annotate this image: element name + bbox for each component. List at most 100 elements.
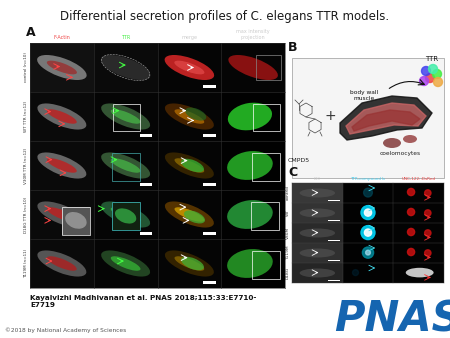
Text: coelomocytes: coelomocytes <box>379 151 421 156</box>
Bar <box>221 92 285 141</box>
Text: WT TTR (n=12): WT TTR (n=12) <box>24 101 28 132</box>
Bar <box>94 239 158 288</box>
Circle shape <box>407 248 414 256</box>
Bar <box>393 223 444 243</box>
Text: C: C <box>288 166 297 179</box>
Circle shape <box>425 210 431 216</box>
Bar <box>158 190 221 239</box>
Bar <box>112 202 140 230</box>
Text: B: B <box>288 41 297 54</box>
Bar <box>328 260 340 261</box>
Bar <box>30 190 94 239</box>
Ellipse shape <box>227 200 273 229</box>
Text: V30M TTR (n=12): V30M TTR (n=12) <box>24 147 28 184</box>
Circle shape <box>365 250 370 255</box>
Circle shape <box>361 206 375 220</box>
Circle shape <box>407 228 414 236</box>
Bar <box>112 202 140 230</box>
Bar <box>252 251 280 279</box>
Bar <box>94 190 158 239</box>
Bar <box>158 43 221 92</box>
Circle shape <box>407 188 414 196</box>
Bar <box>158 239 221 288</box>
Ellipse shape <box>37 250 86 276</box>
Bar <box>393 243 444 263</box>
Circle shape <box>425 190 431 196</box>
Bar <box>342 203 393 223</box>
Bar <box>203 183 216 186</box>
Bar <box>158 141 221 190</box>
Ellipse shape <box>111 158 140 173</box>
Ellipse shape <box>65 212 87 229</box>
Ellipse shape <box>165 55 214 80</box>
Text: body wall
muscle: body wall muscle <box>350 90 378 101</box>
Ellipse shape <box>300 248 335 258</box>
Bar <box>94 141 158 190</box>
Bar <box>256 55 280 80</box>
Bar <box>342 263 393 283</box>
Bar <box>253 104 280 131</box>
Bar <box>252 153 280 181</box>
Ellipse shape <box>406 268 434 277</box>
Bar <box>342 183 393 203</box>
Bar <box>203 85 216 88</box>
Bar <box>342 223 393 243</box>
Bar <box>140 232 153 235</box>
Bar <box>30 43 285 288</box>
Text: TTR-compound b: TTR-compound b <box>351 177 386 181</box>
Circle shape <box>407 209 414 216</box>
Circle shape <box>362 247 373 258</box>
Ellipse shape <box>165 250 214 276</box>
Bar <box>342 243 393 263</box>
Bar <box>328 200 340 201</box>
Ellipse shape <box>47 109 77 124</box>
Bar <box>30 92 94 141</box>
Text: Kayalvizhi Madhivanan et al. PNAS 2018;115:33:E7710-
E7719: Kayalvizhi Madhivanan et al. PNAS 2018;1… <box>30 295 256 308</box>
Circle shape <box>361 225 375 240</box>
Bar <box>221 141 285 190</box>
Bar <box>393 263 444 283</box>
Bar <box>292 183 444 283</box>
Polygon shape <box>346 103 426 134</box>
Bar <box>292 203 342 223</box>
Circle shape <box>422 67 431 75</box>
Ellipse shape <box>300 228 335 238</box>
Ellipse shape <box>47 61 77 74</box>
Polygon shape <box>340 96 432 140</box>
Bar <box>140 134 153 137</box>
Ellipse shape <box>181 257 204 270</box>
Bar <box>328 220 340 221</box>
Ellipse shape <box>228 103 272 130</box>
Ellipse shape <box>300 189 335 197</box>
Circle shape <box>426 73 435 82</box>
Ellipse shape <box>383 138 401 148</box>
Bar <box>292 223 342 243</box>
Bar <box>221 43 285 92</box>
Ellipse shape <box>101 55 150 80</box>
Bar <box>328 240 340 241</box>
Bar <box>393 203 444 223</box>
Bar <box>292 183 342 203</box>
Bar <box>203 232 216 235</box>
Ellipse shape <box>165 201 214 227</box>
Bar <box>112 153 140 181</box>
Text: control (n=10): control (n=10) <box>24 52 28 82</box>
Bar <box>221 190 285 239</box>
Circle shape <box>433 77 442 87</box>
Bar <box>203 134 216 137</box>
Ellipse shape <box>165 103 214 129</box>
Circle shape <box>425 250 431 256</box>
Bar <box>30 141 94 190</box>
Bar <box>328 280 340 282</box>
Bar <box>393 183 444 203</box>
Ellipse shape <box>175 109 204 124</box>
Ellipse shape <box>101 250 150 276</box>
Bar <box>221 239 285 288</box>
Ellipse shape <box>165 152 214 178</box>
Ellipse shape <box>185 107 206 121</box>
Ellipse shape <box>115 208 136 223</box>
Ellipse shape <box>101 152 150 178</box>
Ellipse shape <box>300 209 335 217</box>
Ellipse shape <box>47 256 77 271</box>
Ellipse shape <box>37 201 86 227</box>
